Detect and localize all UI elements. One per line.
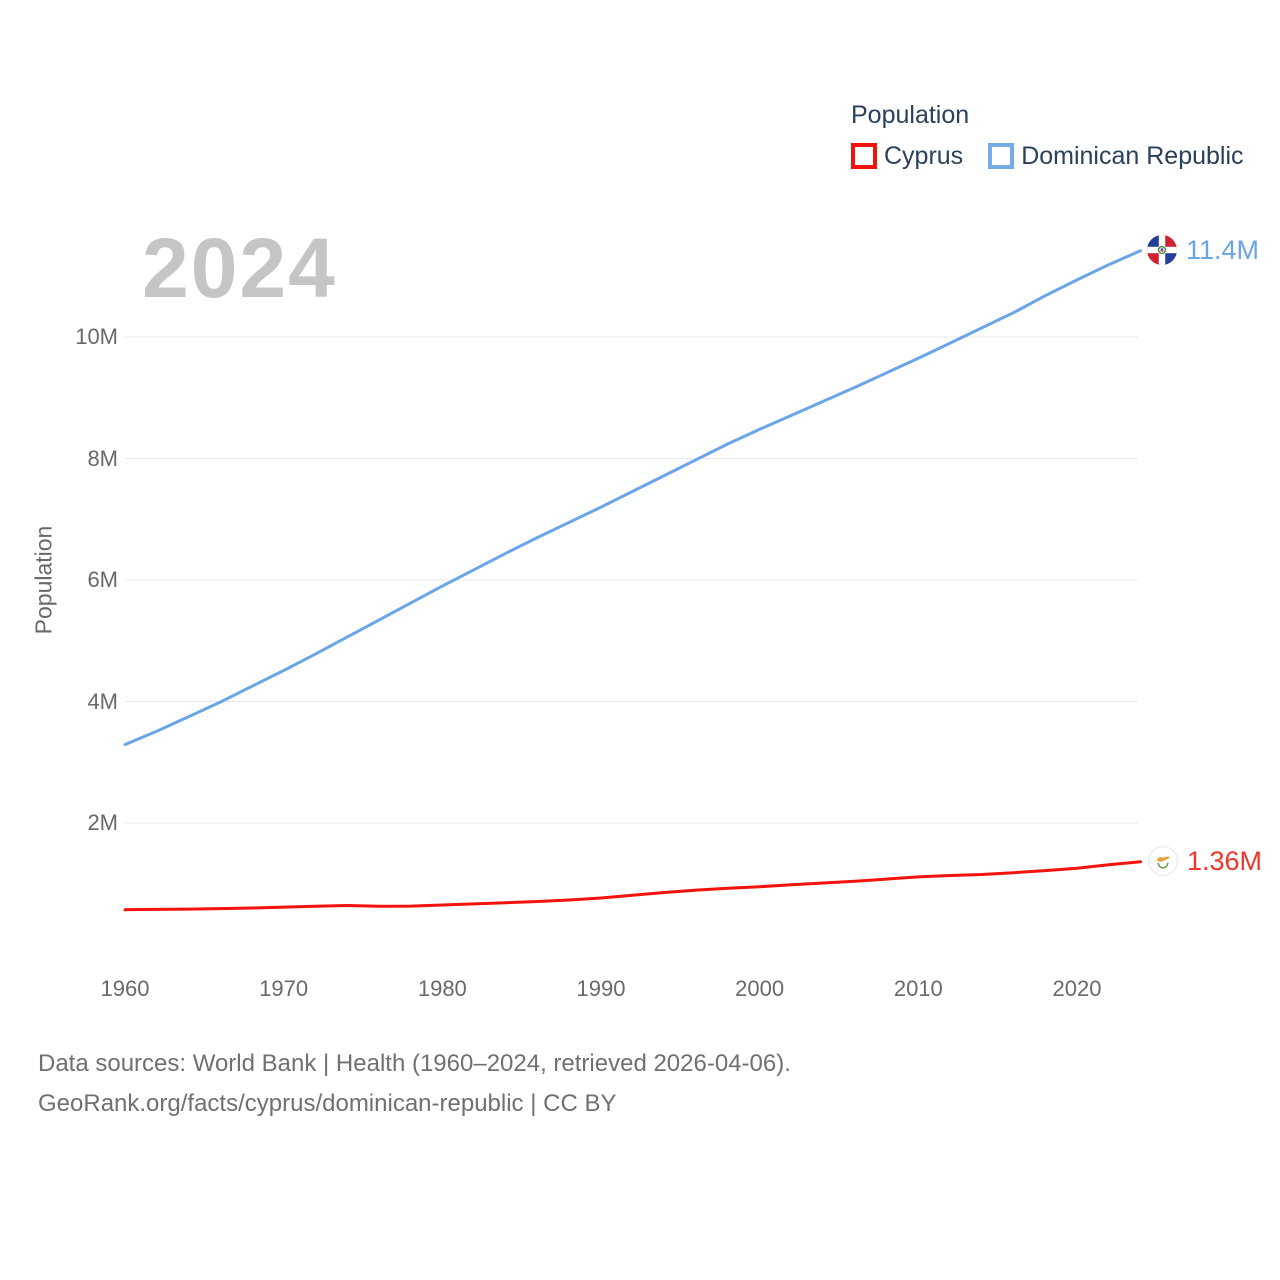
dominican-republic-value-label: 11.4M [1186,235,1260,265]
y-tick-label: 4M [87,688,118,714]
x-tick-label: 2000 [735,976,785,1001]
legend: Population Cyprus Dominican Republic [851,100,1244,169]
cyprus-legend-marker [851,143,877,169]
y-tick-label: 6M [87,567,118,592]
footer-attribution: GeoRank.org/facts/cyprus/dominican-repub… [38,1090,617,1117]
y-tick-label: 10M [75,324,118,349]
x-tick-label: 2020 [1052,976,1102,1001]
cyprus-flag-icon [1148,846,1178,876]
y-axis-title: Population [30,525,57,635]
dominican-republic-end-label: 11.4M [1147,235,1259,265]
cyprus-end-label: 1.36M [1148,846,1262,876]
x-tick-label: 1980 [417,976,467,1001]
y-tick-label: 2M [87,810,118,835]
y-tick-label: 8M [87,445,118,471]
cyprus-value-label: 1.36M [1187,846,1263,876]
legend-title: Population [851,101,970,129]
gridlines [125,336,1138,824]
series-line-dominican-republic[interactable] [123,249,1142,747]
x-tick-label: 1960 [100,976,150,1001]
x-tick-label: 1990 [576,976,626,1001]
dominican-republic-legend-marker [988,143,1015,169]
legend-item-cyprus[interactable]: Cyprus [851,143,963,169]
legend-label-dominican-republic: Dominican Republic [1021,141,1244,170]
year-watermark: 2024 [142,221,337,315]
series-lines [123,249,1142,912]
x-tick-label: 2010 [893,976,943,1001]
legend-label-cyprus: Cyprus [884,141,964,170]
series-line-cyprus[interactable] [123,860,1142,912]
footer: Data sources: World Bank | Health (1960–… [38,1044,791,1124]
x-tick-label: 1970 [259,976,309,1001]
dominican-republic-flag-icon [1147,235,1177,265]
legend-item-dominican-republic[interactable]: Dominican Republic [988,141,1244,170]
footer-data-sources: Data sources: World Bank | Health (1960–… [38,1050,791,1077]
